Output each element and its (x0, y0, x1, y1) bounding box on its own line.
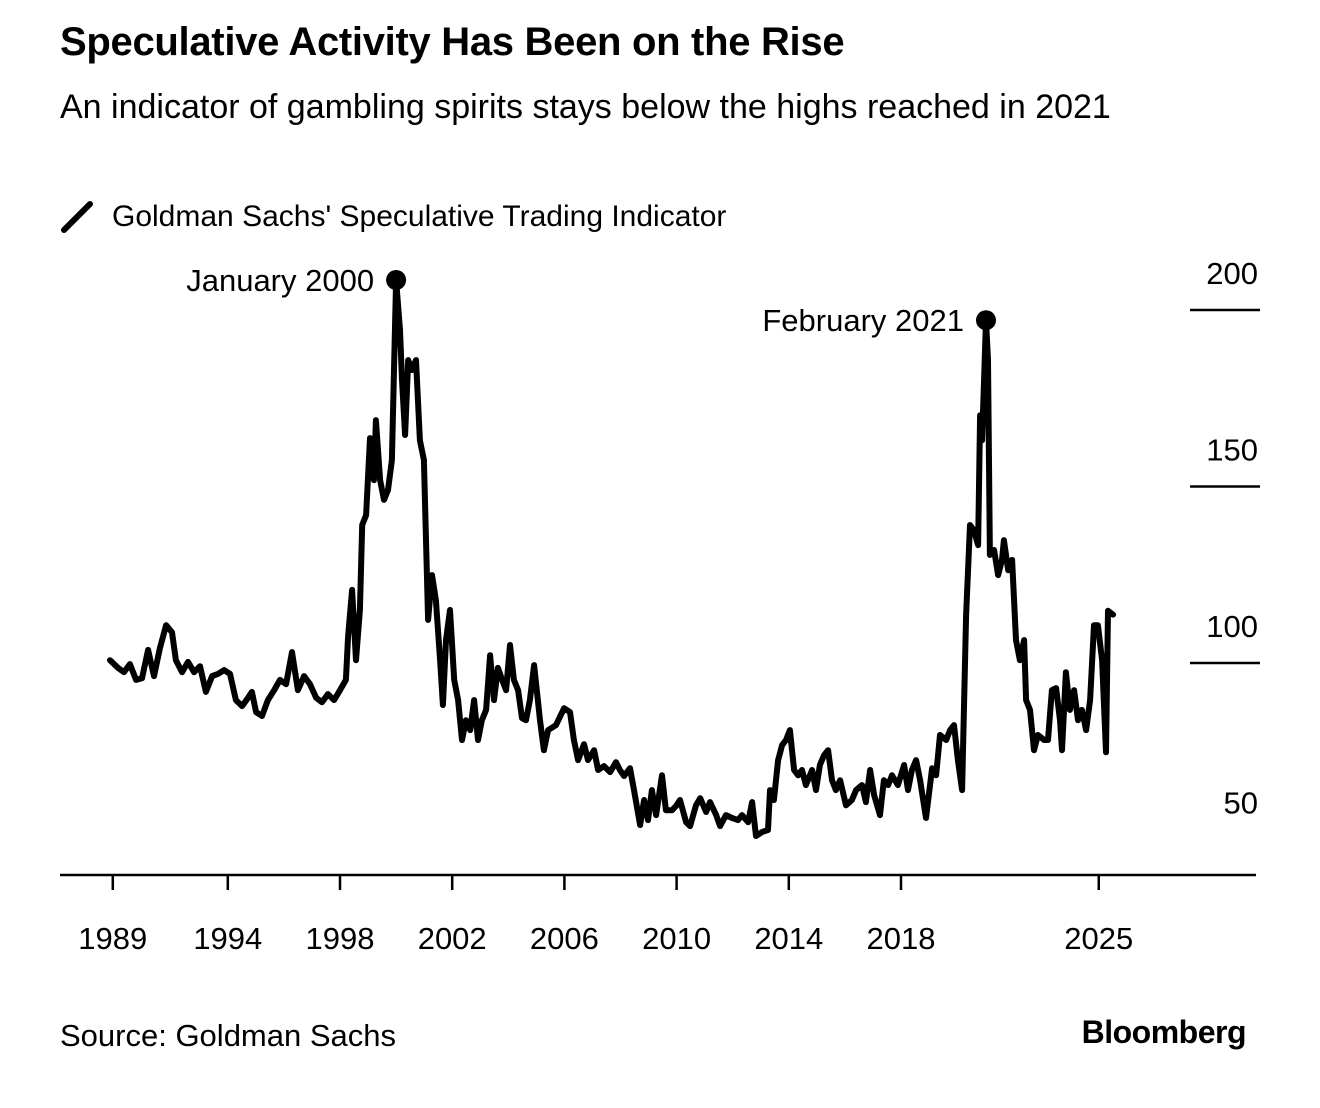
x-tick-label: 1998 (306, 921, 375, 956)
series-line-speculative-indicator (107, 277, 1117, 839)
legend-line-icon (61, 201, 93, 233)
annotation-marker (386, 269, 407, 290)
y-tick-label: 200 (1206, 256, 1258, 291)
x-tick-label: 2002 (418, 921, 487, 956)
chart-subtitle: An indicator of gambling spirits stays b… (60, 88, 1111, 126)
annotation-label: January 2000 (186, 263, 374, 298)
y-tick-label: 100 (1206, 609, 1258, 644)
x-tick-label: 1989 (78, 921, 147, 956)
x-tick-label: 2025 (1064, 921, 1133, 956)
annotation-marker (975, 310, 996, 331)
legend: Goldman Sachs' Speculative Trading Indic… (60, 200, 726, 234)
y-tick-label: 50 (1224, 786, 1258, 821)
x-tick-label: 2010 (642, 921, 711, 956)
source-note: Source: Goldman Sachs (60, 1018, 397, 1053)
legend-label: Goldman Sachs' Speculative Trading Indic… (112, 200, 727, 233)
x-tick-label: 2014 (754, 921, 823, 956)
chart-title: Speculative Activity Has Been on the Ris… (60, 20, 845, 64)
x-tick-label: 2018 (867, 921, 936, 956)
bloomberg-logo: Bloomberg (1081, 1014, 1247, 1050)
x-tick-label: 2006 (530, 921, 599, 956)
y-tick-label: 150 (1206, 433, 1258, 468)
annotation-label: February 2021 (762, 303, 964, 338)
x-tick-label: 1994 (193, 921, 262, 956)
